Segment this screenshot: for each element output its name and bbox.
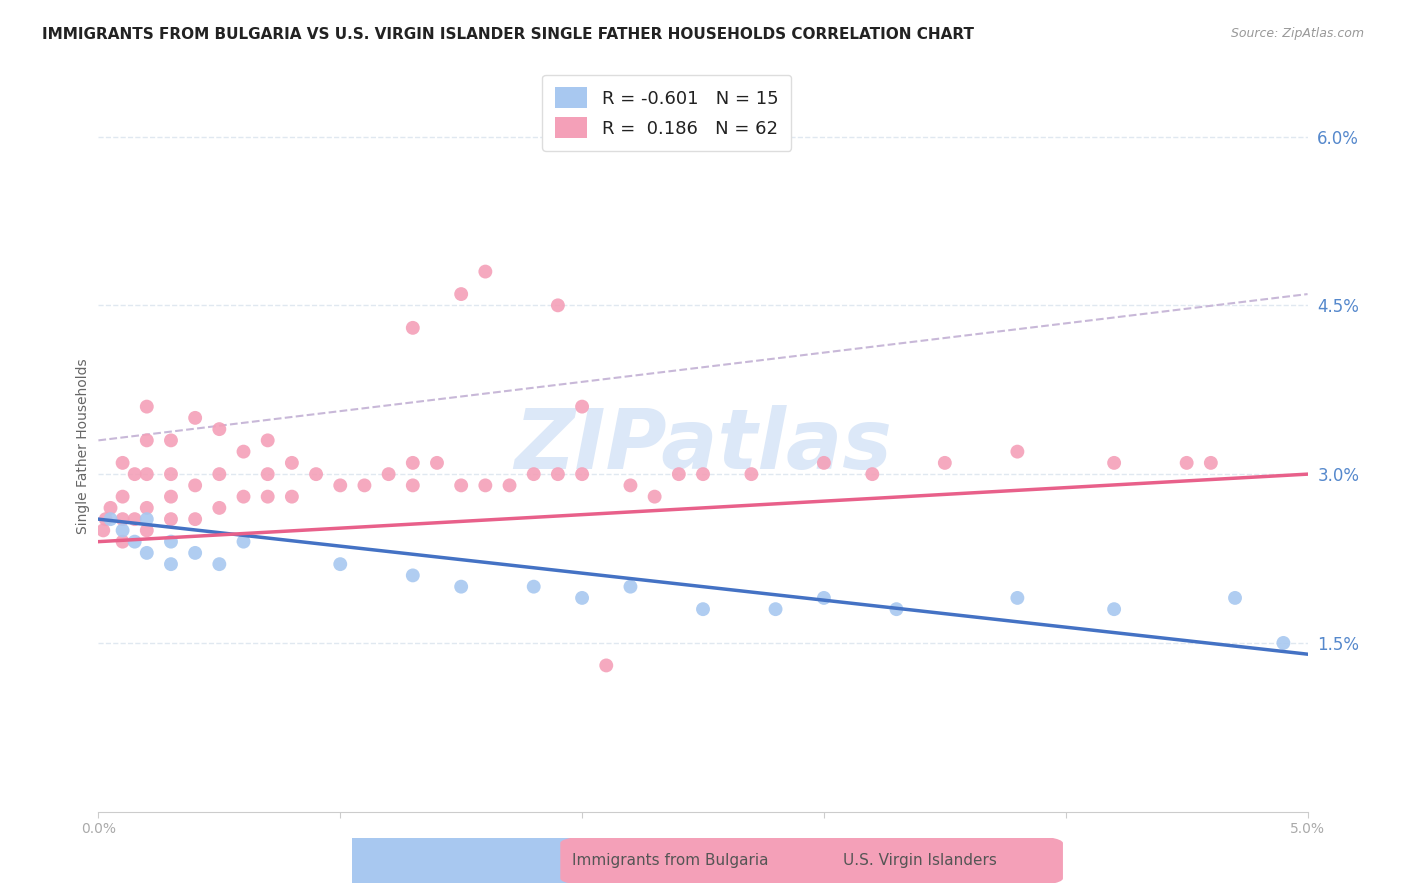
Point	[1272, 636, 1295, 650]
Point	[160, 490, 183, 504]
Point	[498, 478, 520, 492]
Point	[160, 512, 183, 526]
Point	[523, 467, 546, 482]
Point	[135, 500, 157, 515]
Point	[124, 467, 146, 482]
Point	[547, 298, 569, 312]
Point	[124, 534, 146, 549]
Point	[232, 490, 254, 504]
Text: Immigrants from Bulgaria: Immigrants from Bulgaria	[572, 854, 769, 868]
Point	[160, 467, 183, 482]
Point	[402, 478, 425, 492]
Point	[232, 444, 254, 458]
Point	[135, 546, 157, 560]
Point	[1223, 591, 1246, 605]
Point	[523, 580, 546, 594]
Point	[571, 591, 593, 605]
Point	[160, 434, 183, 448]
Point	[184, 512, 207, 526]
Point	[765, 602, 787, 616]
Point	[1007, 444, 1029, 458]
Point	[886, 602, 908, 616]
Point	[377, 467, 399, 482]
FancyBboxPatch shape	[560, 830, 1063, 892]
Point	[232, 534, 254, 549]
Text: U.S. Virgin Islanders: U.S. Virgin Islanders	[842, 854, 997, 868]
Point	[1199, 456, 1222, 470]
Point	[692, 467, 714, 482]
Point	[571, 400, 593, 414]
Point	[644, 490, 666, 504]
Point	[135, 467, 157, 482]
Text: Source: ZipAtlas.com: Source: ZipAtlas.com	[1230, 27, 1364, 40]
Text: ZIPatlas: ZIPatlas	[515, 406, 891, 486]
Point	[426, 456, 449, 470]
Point	[160, 534, 183, 549]
Point	[474, 478, 496, 492]
Point	[281, 456, 304, 470]
Point	[124, 512, 146, 526]
Point	[208, 557, 231, 571]
Point	[353, 478, 375, 492]
Point	[692, 602, 714, 616]
Point	[184, 478, 207, 492]
Point	[111, 512, 134, 526]
Point	[111, 490, 134, 504]
Point	[450, 478, 472, 492]
Point	[402, 568, 425, 582]
Text: IMMIGRANTS FROM BULGARIA VS U.S. VIRGIN ISLANDER SINGLE FATHER HOUSEHOLDS CORREL: IMMIGRANTS FROM BULGARIA VS U.S. VIRGIN …	[42, 27, 974, 42]
Point	[619, 580, 641, 594]
Point	[934, 456, 956, 470]
Point	[450, 287, 472, 301]
Point	[208, 422, 231, 436]
Point	[1102, 456, 1125, 470]
Point	[256, 434, 278, 448]
Point	[135, 400, 157, 414]
Point	[94, 512, 117, 526]
Point	[595, 658, 617, 673]
Point	[160, 557, 183, 571]
Point	[619, 478, 641, 492]
Point	[135, 524, 157, 538]
Point	[111, 534, 134, 549]
Point	[1007, 591, 1029, 605]
Point	[184, 546, 207, 560]
Point	[305, 467, 328, 482]
Y-axis label: Single Father Households: Single Father Households	[76, 359, 90, 533]
Legend: R = -0.601   N = 15, R =  0.186   N = 62: R = -0.601 N = 15, R = 0.186 N = 62	[543, 75, 792, 151]
Point	[450, 580, 472, 594]
Point	[111, 456, 134, 470]
Point	[100, 512, 122, 526]
Point	[256, 490, 278, 504]
Point	[91, 524, 114, 538]
Point	[402, 321, 425, 335]
Point	[256, 467, 278, 482]
Point	[860, 467, 883, 482]
Point	[740, 467, 762, 482]
Point	[813, 456, 835, 470]
Point	[1102, 602, 1125, 616]
Point	[184, 410, 207, 425]
Point	[208, 500, 231, 515]
Point	[135, 434, 157, 448]
Point	[813, 591, 835, 605]
Point	[547, 467, 569, 482]
Point	[668, 467, 690, 482]
Point	[1175, 456, 1198, 470]
Point	[208, 467, 231, 482]
Point	[111, 524, 134, 538]
Point	[571, 467, 593, 482]
Point	[402, 456, 425, 470]
Point	[135, 512, 157, 526]
Point	[100, 500, 122, 515]
Point	[474, 264, 496, 278]
FancyBboxPatch shape	[290, 830, 793, 892]
Point	[281, 490, 304, 504]
Point	[329, 557, 352, 571]
Point	[329, 478, 352, 492]
